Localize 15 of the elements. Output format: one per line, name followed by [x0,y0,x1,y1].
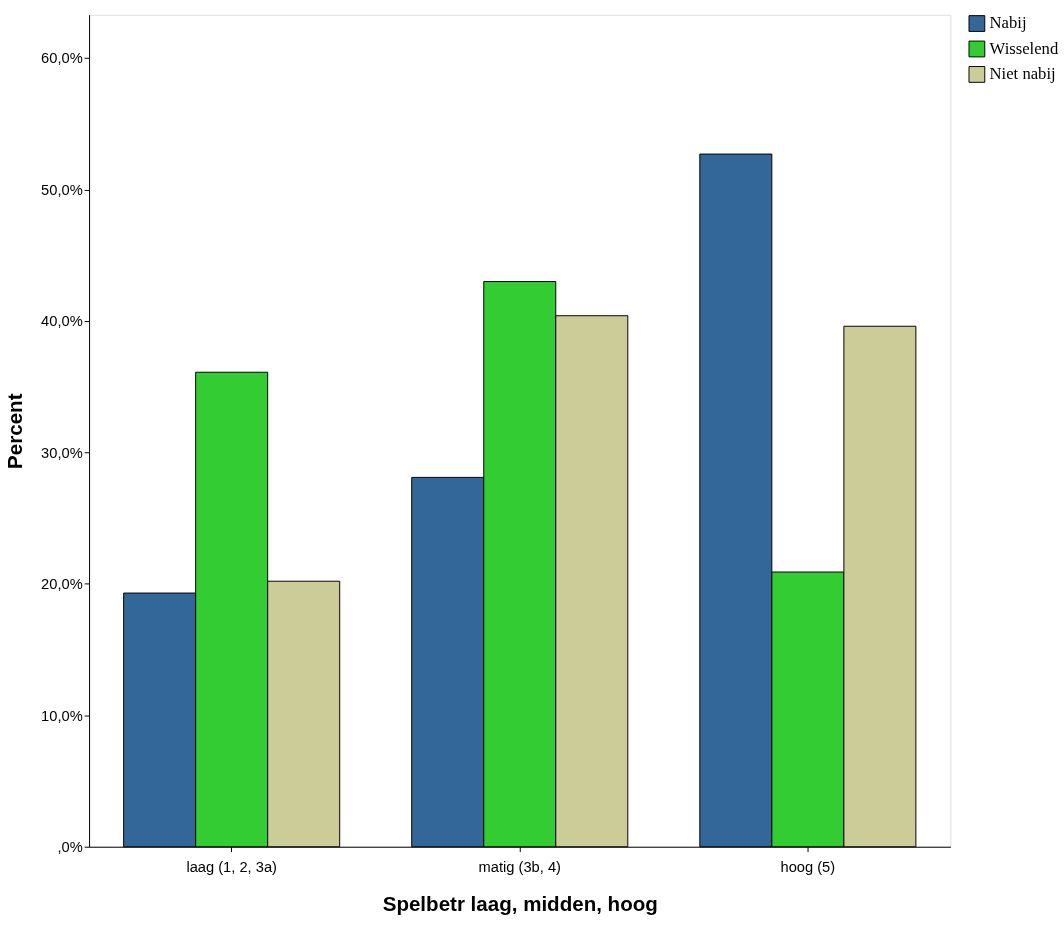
legend-label: Niet nabij [989,64,1056,84]
y-tick-label: 10,0% [41,707,83,724]
y-tick-label: 50,0% [41,181,83,198]
y-tick-label: 20,0% [41,576,83,593]
y-axis-title: Percent [3,393,27,469]
y-tick-label: 60,0% [41,50,83,67]
x-tick-label: matig (3b, 4) [478,858,561,875]
y-tick-label: ,0% [57,839,83,856]
y-tick-label: 40,0% [41,313,83,330]
x-tick-label: hoog (5) [780,858,836,875]
legend-label: Wisselend [989,38,1059,58]
x-axis-title: Spelbetr laag, midden, hoog [382,891,658,915]
legend-label: Nabij [989,13,1027,33]
y-tick-label: 30,0% [41,444,83,461]
x-tick-label: laag (1, 2, 3a) [186,858,277,875]
